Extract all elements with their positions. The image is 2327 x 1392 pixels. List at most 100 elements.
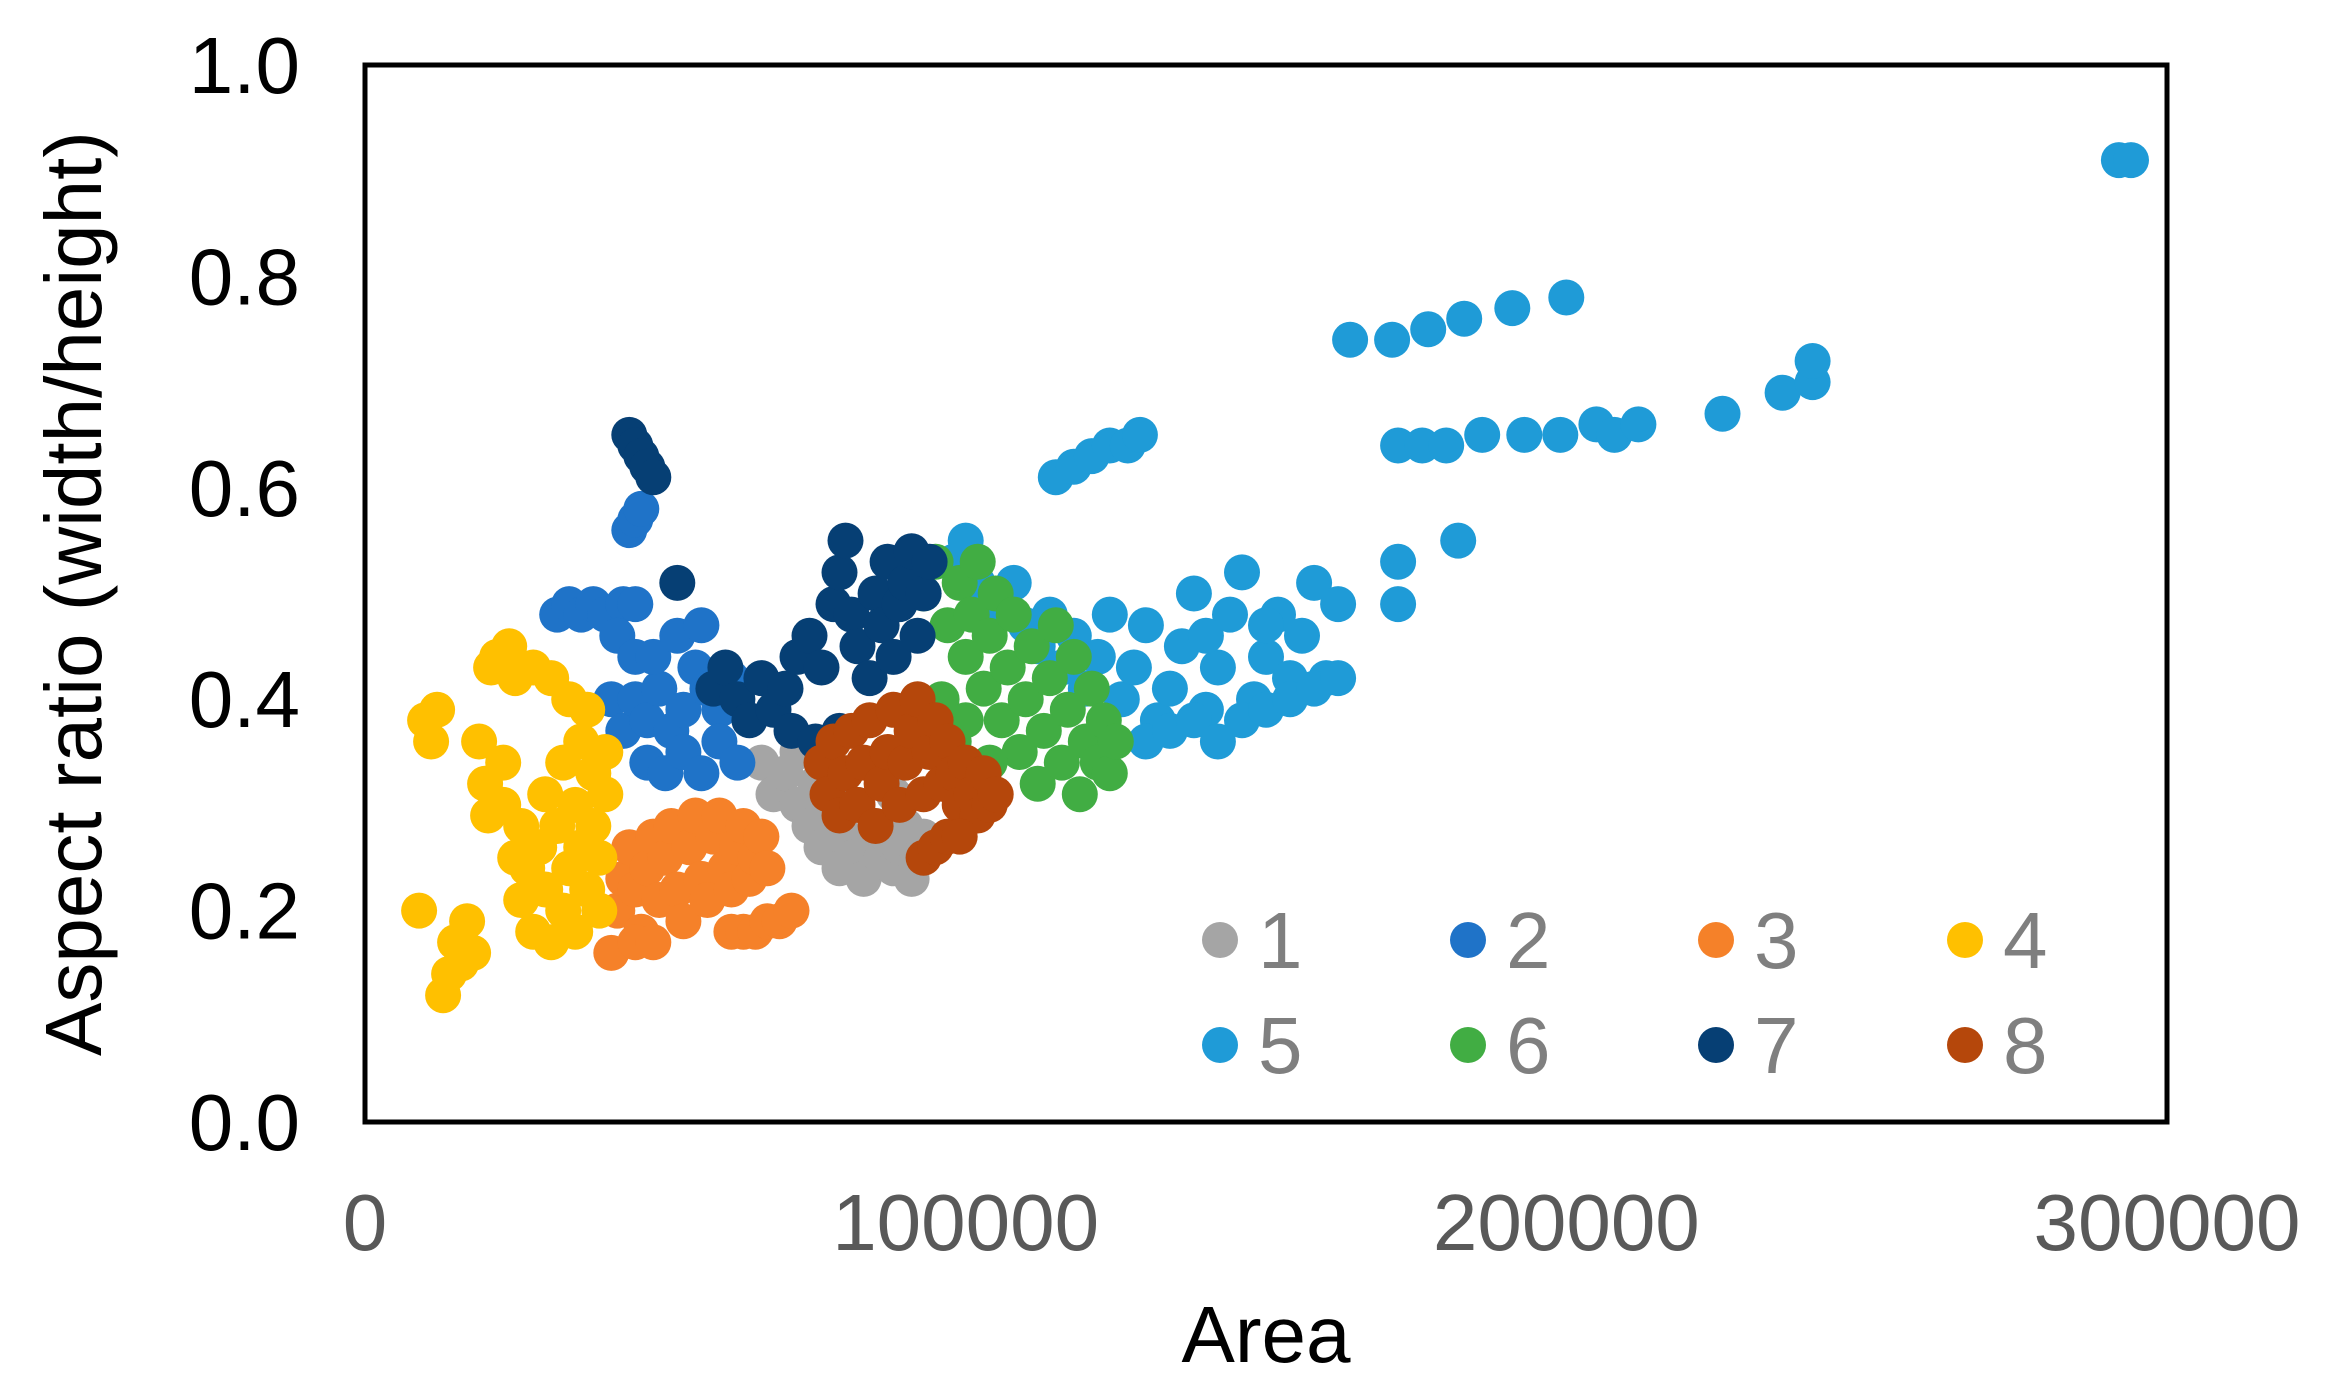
- x-tick-label: 200000: [1433, 1178, 1700, 1267]
- data-point-series-2: [719, 744, 756, 781]
- data-point-series-6: [983, 702, 1020, 739]
- data-point-series-4: [497, 839, 534, 876]
- data-point-series-7: [659, 564, 696, 601]
- data-point-series-5: [1175, 702, 1212, 739]
- data-points: [401, 142, 2149, 1014]
- data-point-series-3: [773, 892, 810, 929]
- y-tick-label: 0.2: [189, 867, 300, 956]
- data-point-series-3: [743, 818, 780, 855]
- data-point-series-5: [1296, 564, 1333, 601]
- data-point-series-8: [941, 818, 978, 855]
- data-point-series-4: [461, 723, 498, 760]
- legend-marker-4: [1947, 922, 1983, 958]
- data-point-series-2: [623, 490, 660, 527]
- y-tick-label: 0.0: [189, 1078, 300, 1167]
- data-point-series-5: [1199, 723, 1236, 760]
- data-point-series-2: [683, 755, 720, 792]
- data-point-series-7: [827, 522, 864, 559]
- data-point-series-7: [905, 575, 942, 612]
- data-point-series-4: [581, 839, 618, 876]
- y-axis-ticks: 0.0 0.2 0.4 0.6 0.8 1.0: [189, 21, 300, 1167]
- data-point-series-5: [1224, 554, 1260, 591]
- data-point-series-6: [989, 649, 1026, 686]
- data-point-series-7: [839, 628, 876, 665]
- legend-label-6: 6: [1506, 1001, 1551, 1090]
- data-point-series-5: [1380, 586, 1417, 623]
- data-point-series-7: [635, 459, 672, 496]
- data-point-series-6: [1031, 660, 1068, 697]
- data-point-series-5: [1410, 311, 1447, 348]
- legend-label-5: 5: [1258, 1001, 1303, 1090]
- data-point-series-5: [1175, 575, 1212, 612]
- data-point-series-4: [413, 723, 450, 760]
- data-point-series-7: [851, 660, 888, 697]
- data-point-series-4: [491, 628, 528, 665]
- data-point-series-4: [485, 744, 522, 781]
- data-point-series-5: [1494, 290, 1531, 327]
- data-point-series-4: [575, 808, 612, 844]
- data-point-series-6: [1007, 681, 1044, 718]
- x-tick-label: 300000: [2034, 1178, 2301, 1267]
- legend-marker-2: [1450, 922, 1486, 958]
- data-point-series-3: [665, 903, 702, 940]
- y-tick-label: 1.0: [189, 21, 300, 110]
- data-point-series-7: [791, 617, 828, 654]
- data-point-series-7: [767, 670, 804, 707]
- legend-marker-5: [1202, 1027, 1238, 1063]
- data-point-series-5: [1199, 649, 1236, 686]
- data-point-series-8: [857, 808, 894, 844]
- legend-marker-3: [1698, 922, 1734, 958]
- data-point-series-5: [1548, 279, 1585, 316]
- data-point-series-4: [419, 691, 456, 728]
- legend-marker-6: [1450, 1027, 1486, 1063]
- legend: 1 2 3 4 5 6 7 8: [1202, 896, 2048, 1090]
- legend-label-7: 7: [1754, 1001, 1799, 1090]
- x-axis-label: Area: [1182, 1290, 1351, 1379]
- data-point-series-4: [449, 903, 486, 940]
- data-point-series-5: [1115, 649, 1152, 686]
- data-point-series-5: [1127, 607, 1164, 644]
- x-tick-label: 0: [343, 1178, 388, 1267]
- data-point-series-2: [683, 607, 720, 644]
- data-point-series-6: [995, 596, 1032, 633]
- data-point-series-5: [1506, 416, 1543, 453]
- data-point-series-6: [947, 638, 984, 675]
- legend-marker-7: [1698, 1027, 1734, 1063]
- data-point-series-7: [899, 617, 936, 654]
- data-point-series-2: [641, 670, 678, 707]
- data-point-series-5: [1332, 321, 1369, 358]
- data-point-series-6: [1025, 712, 1062, 749]
- legend-label-1: 1: [1258, 896, 1303, 985]
- data-point-series-7: [821, 554, 858, 591]
- data-point-series-4: [569, 691, 606, 728]
- data-point-series-4: [527, 776, 564, 813]
- data-point-series-2: [617, 586, 654, 623]
- data-point-series-5: [1248, 607, 1284, 644]
- data-point-series-5: [1446, 300, 1483, 337]
- data-point-series-7: [707, 649, 744, 686]
- legend-marker-1: [1202, 922, 1238, 958]
- data-point-series-6: [1013, 628, 1050, 665]
- y-tick-label: 0.6: [189, 444, 300, 533]
- x-axis-ticks: 0 100000 200000 300000: [343, 1178, 2301, 1267]
- data-point-series-3: [749, 850, 786, 887]
- x-tick-label: 100000: [832, 1178, 1099, 1267]
- data-point-series-4: [581, 892, 618, 929]
- data-point-series-6: [1055, 638, 1092, 675]
- data-point-series-5: [1440, 522, 1477, 559]
- legend-label-2: 2: [1506, 896, 1551, 985]
- data-point-series-5: [1620, 406, 1657, 443]
- data-point-series-5: [1374, 321, 1411, 358]
- data-point-series-8: [977, 776, 1014, 813]
- data-point-series-5: [1248, 638, 1284, 675]
- data-point-series-6: [1037, 607, 1074, 644]
- data-point-series-6: [1073, 670, 1110, 707]
- data-point-series-6: [1091, 755, 1128, 792]
- data-point-series-5: [1187, 617, 1224, 654]
- data-point-series-5: [1320, 660, 1357, 697]
- legend-label-8: 8: [2003, 1001, 2048, 1090]
- plot-area-frame: [362, 62, 2170, 1125]
- y-tick-label: 0.4: [189, 655, 300, 744]
- data-point-series-5: [2113, 142, 2149, 179]
